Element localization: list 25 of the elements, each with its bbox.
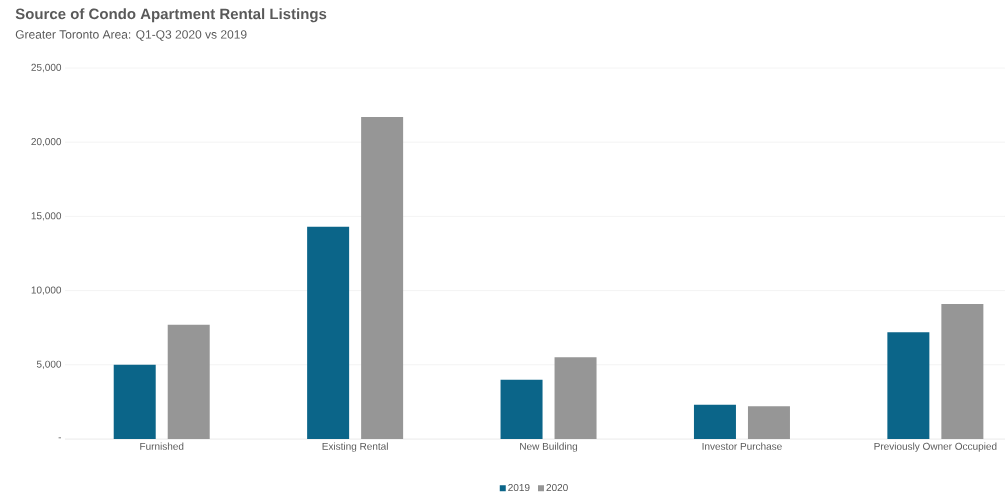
chart-subtitle: Greater Toronto Area: Q1-Q3 2020 vs 2019 <box>15 30 247 41</box>
bar <box>693 404 736 439</box>
x-tick-label: Previously Owner Occupied <box>874 442 997 452</box>
y-tick-label: 15,000 <box>31 212 62 221</box>
bar <box>307 226 350 439</box>
x-tick-label: Furnished <box>140 442 184 450</box>
bar <box>361 116 404 439</box>
y-tick-label: 5,000 <box>36 360 62 369</box>
y-tick-label: - <box>58 437 62 439</box>
bar <box>167 324 210 439</box>
legend-label: 2019 <box>508 484 530 492</box>
bar <box>941 303 984 439</box>
x-tick-label: Investor Purchase <box>702 442 782 450</box>
chart-title: Source of Condo Apartment Rental Listings <box>15 8 327 23</box>
bar <box>747 406 790 439</box>
x-tick-label: Existing Rental <box>322 442 388 452</box>
legend-label: 2020 <box>546 484 568 492</box>
y-tick-label: 10,000 <box>31 286 62 295</box>
x-tick-label: New Building <box>520 442 578 452</box>
bar <box>500 379 543 439</box>
bar <box>554 357 597 439</box>
y-tick-label: 25,000 <box>31 63 62 73</box>
bar <box>113 364 156 439</box>
bar <box>887 332 930 439</box>
y-tick-label: 20,000 <box>31 138 62 147</box>
